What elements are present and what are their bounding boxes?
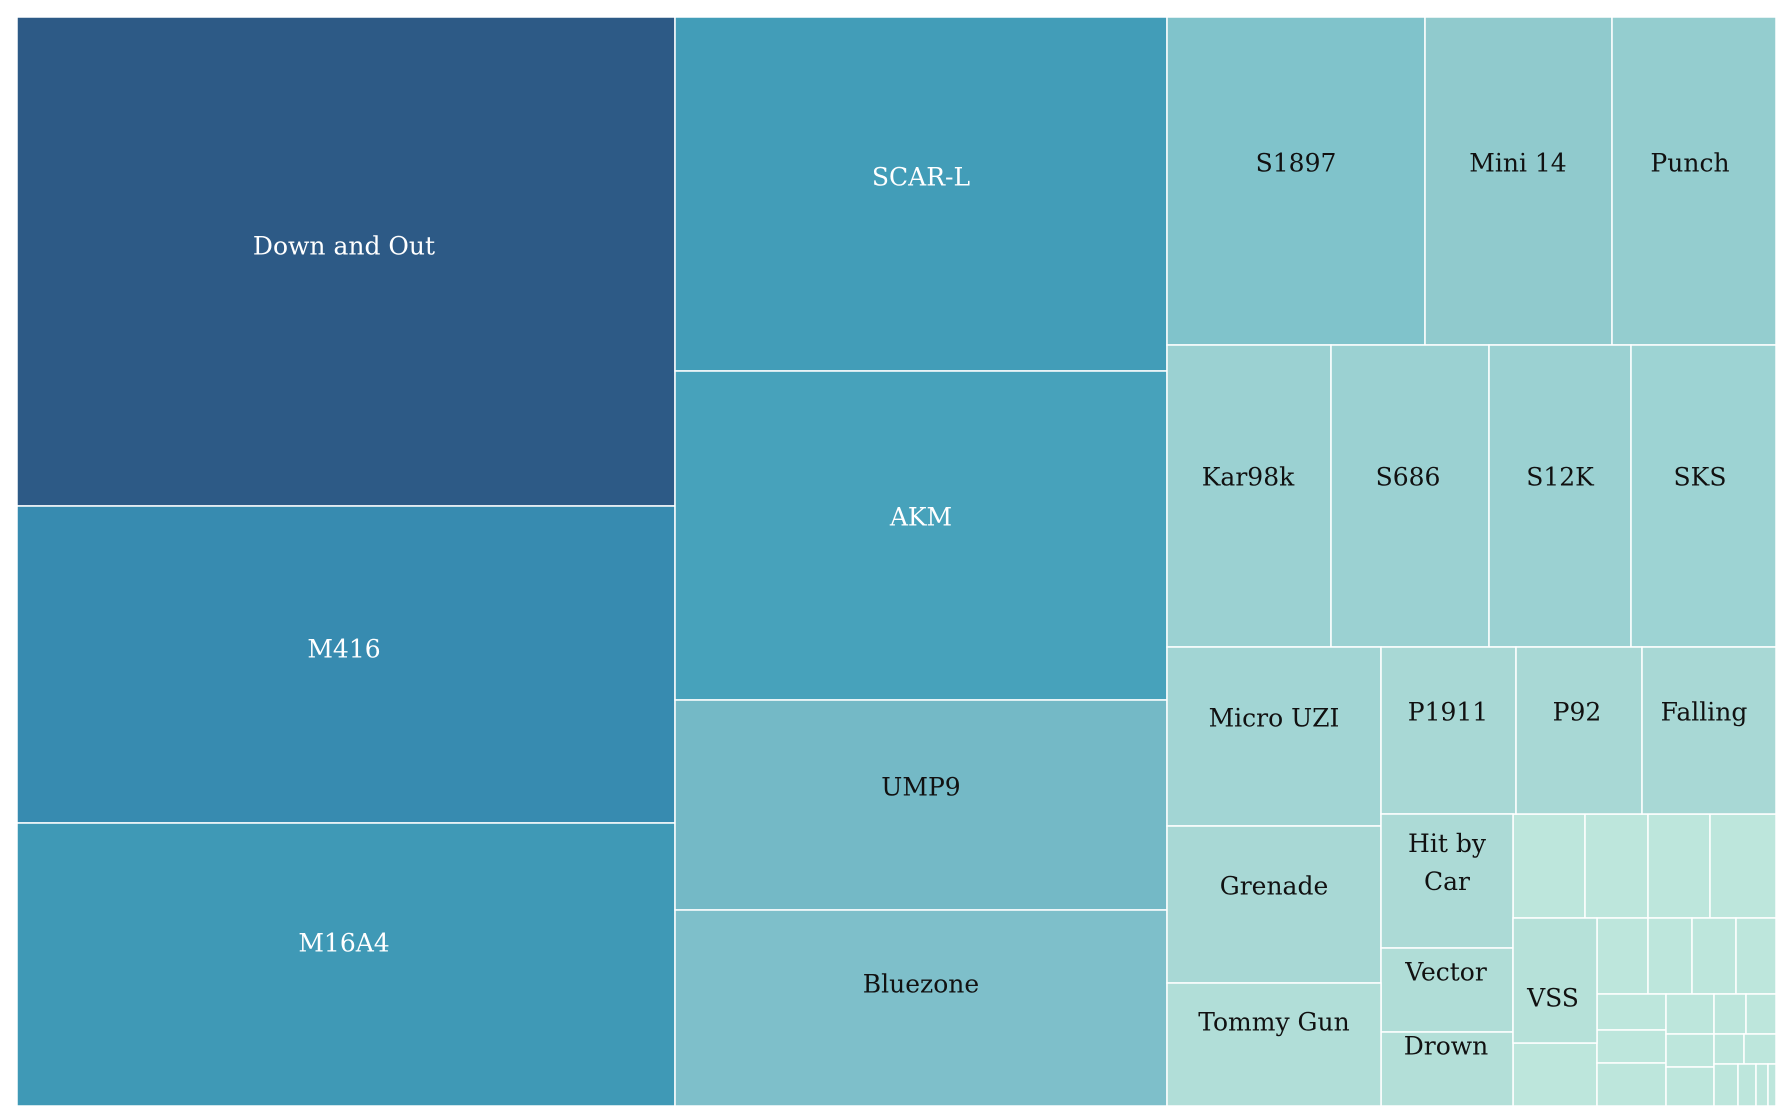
treemap-cell-small-1 <box>1512 813 1586 919</box>
treemap-cell-akm <box>674 370 1168 701</box>
treemap-cell-hit-by-car <box>1380 813 1514 949</box>
treemap-cell-vss <box>1512 917 1598 1044</box>
treemap-cell-kar98k <box>1166 344 1332 648</box>
treemap-label-micro-uzi: Micro UZI <box>1209 704 1340 733</box>
treemap-label-m416: M416 <box>307 635 380 664</box>
treemap-label-hit-by-car: Hit by Car <box>1408 829 1487 896</box>
treemap-cell-small-9 <box>1735 917 1776 995</box>
treemap-cell-small-16 <box>1713 993 1747 1035</box>
treemap-label-tommy-gun: Tommy Gun <box>1198 1008 1349 1037</box>
treemap-cell-small-11 <box>1596 1029 1667 1064</box>
treemap-label-vss: VSS <box>1526 984 1579 1013</box>
treemap-cell-s12k <box>1488 344 1632 648</box>
treemap-label-mini-14: Mini 14 <box>1469 149 1566 178</box>
treemap-cell-small-15 <box>1665 1066 1715 1106</box>
treemap-cell-small-6 <box>1596 917 1649 995</box>
treemap-cell-bluezone <box>674 909 1168 1106</box>
treemap-cell-falling <box>1641 646 1776 815</box>
treemap-label-falling: Falling <box>1661 698 1748 727</box>
treemap-cell-scar-l <box>674 16 1168 372</box>
treemap-cell-small-17 <box>1745 993 1776 1035</box>
treemap-cell-grenade <box>1166 825 1382 984</box>
treemap-cell-small-8 <box>1691 917 1737 995</box>
treemap-cell-mini-14 <box>1424 16 1613 346</box>
treemap-cell-small-13 <box>1665 993 1715 1035</box>
treemap-cell-p1911 <box>1380 646 1517 815</box>
treemap-cell-small-12 <box>1596 1062 1667 1106</box>
treemap-cell-small-2 <box>1584 813 1649 919</box>
treemap-cell-m416 <box>16 505 676 824</box>
treemap-cell-small-3 <box>1647 813 1711 919</box>
treemap-label-drown: Drown <box>1404 1032 1489 1061</box>
treemap-cell-micro-uzi <box>1166 646 1382 827</box>
treemap-cell-punch <box>1611 16 1776 346</box>
treemap-cell-small-14 <box>1665 1033 1715 1068</box>
treemap-label-s12k: S12K <box>1526 463 1595 492</box>
treemap-label-ump9: UMP9 <box>881 773 960 802</box>
treemap-label-vector: Vector <box>1404 958 1487 987</box>
treemap-label-down-and-out: Down and Out <box>253 232 435 261</box>
treemap-cell-s1897 <box>1166 16 1426 346</box>
treemap-cell-small-5 <box>1512 1042 1598 1106</box>
treemap-label-p92: P92 <box>1553 698 1602 727</box>
treemap-cell-ump9 <box>674 699 1168 911</box>
treemap-cell-small-19 <box>1743 1033 1776 1065</box>
treemap-cell-sks <box>1630 344 1776 648</box>
treemap-label-s1897: S1897 <box>1256 149 1337 178</box>
treemap-cell-down-and-out <box>16 16 676 507</box>
treemap-cell-small-10 <box>1596 993 1667 1031</box>
treemap-cell-small-23 <box>1767 1063 1776 1106</box>
treemap-cell-s686 <box>1330 344 1490 648</box>
treemap-cell-tommy-gun <box>1166 982 1382 1106</box>
treemap-label-kar98k: Kar98k <box>1202 463 1295 492</box>
treemap-cell-small-7 <box>1647 917 1693 995</box>
treemap-label-grenade: Grenade <box>1220 872 1329 901</box>
treemap-label-sks: SKS <box>1674 463 1727 492</box>
treemap-label-p1911: P1911 <box>1408 698 1488 727</box>
treemap-label-bluezone: Bluezone <box>863 970 979 999</box>
treemap-cell-small-22 <box>1755 1063 1769 1106</box>
treemap-label-scar-l: SCAR-L <box>872 163 970 192</box>
treemap-cell-small-4 <box>1709 813 1776 919</box>
treemap-cell-m16a4 <box>16 822 676 1106</box>
treemap-label-m16a4: M16A4 <box>298 929 389 958</box>
treemap-cell-small-20 <box>1713 1063 1739 1106</box>
treemap-label-akm: AKM <box>889 503 952 532</box>
treemap-label-punch: Punch <box>1650 149 1729 178</box>
treemap-cell-drown <box>1380 1031 1514 1106</box>
treemap-cell-small-21 <box>1737 1063 1757 1106</box>
treemap-cell-small-18 <box>1713 1033 1745 1065</box>
treemap-cell-p92 <box>1515 646 1643 815</box>
treemap-label-s686: S686 <box>1376 463 1441 492</box>
